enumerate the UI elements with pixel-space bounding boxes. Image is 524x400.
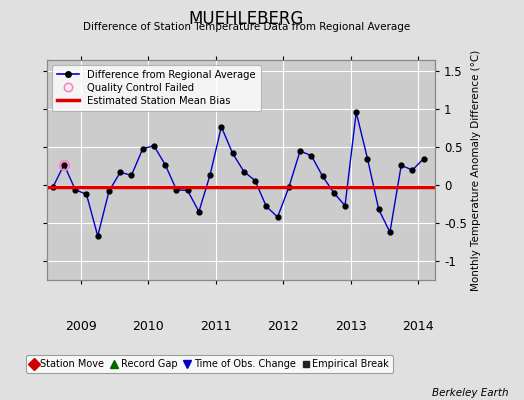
Legend: Station Move, Record Gap, Time of Obs. Change, Empirical Break: Station Move, Record Gap, Time of Obs. C… bbox=[26, 355, 393, 373]
Y-axis label: Monthly Temperature Anomaly Difference (°C): Monthly Temperature Anomaly Difference (… bbox=[471, 49, 481, 291]
Text: Berkeley Earth: Berkeley Earth bbox=[432, 388, 508, 398]
Legend: Difference from Regional Average, Quality Control Failed, Estimated Station Mean: Difference from Regional Average, Qualit… bbox=[52, 65, 261, 111]
Text: Difference of Station Temperature Data from Regional Average: Difference of Station Temperature Data f… bbox=[83, 22, 410, 32]
Text: MUEHLEBERG: MUEHLEBERG bbox=[189, 10, 304, 28]
